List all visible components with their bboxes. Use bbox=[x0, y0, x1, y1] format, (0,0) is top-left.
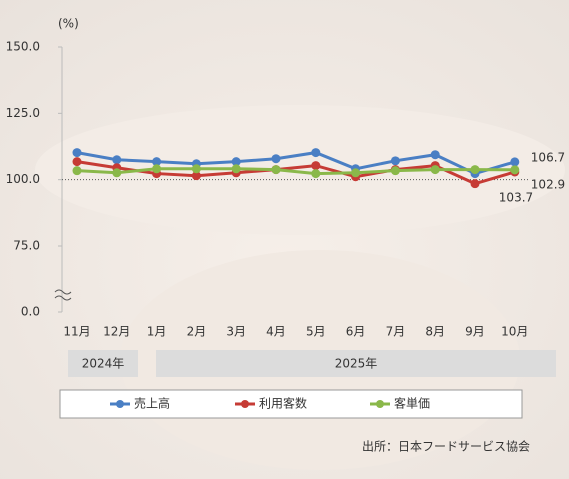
point bbox=[470, 179, 480, 189]
legend-label: 客単価 bbox=[394, 396, 430, 411]
point bbox=[351, 168, 361, 178]
source: 出所：日本フードサービス協会 bbox=[362, 439, 530, 454]
background-plate bbox=[35, 105, 565, 235]
x-tick-label: 4月 bbox=[266, 325, 286, 339]
point bbox=[112, 168, 122, 178]
legend bbox=[59, 389, 523, 419]
point bbox=[72, 157, 82, 167]
x-tick-label: 9月 bbox=[465, 325, 485, 339]
x-tick-label: 2月 bbox=[187, 325, 207, 339]
point bbox=[510, 165, 520, 175]
y-tick-label: 150.0 bbox=[6, 40, 40, 54]
point bbox=[271, 154, 281, 164]
year-band bbox=[68, 350, 138, 377]
x-tick-label: 3月 bbox=[226, 325, 246, 339]
point bbox=[152, 157, 162, 167]
point bbox=[72, 148, 82, 158]
legend-marker bbox=[241, 400, 249, 408]
point bbox=[271, 165, 281, 175]
x-tick-label: 6月 bbox=[346, 325, 366, 339]
y-unit: (%) bbox=[58, 17, 79, 31]
year-label: 2025年 bbox=[335, 357, 378, 371]
legend-label: 利用客数 bbox=[259, 396, 307, 411]
y-tick-label: 0.0 bbox=[21, 305, 40, 319]
point bbox=[430, 165, 440, 175]
point bbox=[231, 157, 241, 167]
x-tick-label: 1月 bbox=[147, 325, 167, 339]
legend-marker bbox=[116, 400, 124, 408]
legend-marker bbox=[376, 400, 384, 408]
point bbox=[470, 165, 480, 175]
x-tick-label: 8月 bbox=[425, 325, 445, 339]
point bbox=[231, 164, 241, 174]
year-label: 2024年 bbox=[82, 357, 125, 371]
point bbox=[72, 166, 82, 176]
point bbox=[510, 157, 520, 167]
value-label: 102.9 bbox=[531, 177, 565, 191]
point bbox=[390, 166, 400, 176]
x-tick-label: 10月 bbox=[501, 325, 528, 339]
point bbox=[191, 171, 201, 181]
series-line bbox=[76, 167, 515, 176]
point bbox=[112, 155, 122, 165]
value-label: 106.7 bbox=[531, 150, 565, 164]
point bbox=[311, 148, 321, 158]
x-tick-label: 12月 bbox=[103, 325, 130, 339]
axis-break bbox=[54, 289, 72, 301]
x-tick-label: 5月 bbox=[306, 325, 326, 339]
series-line bbox=[76, 151, 516, 176]
legend-label: 売上高 bbox=[134, 396, 170, 411]
year-band bbox=[156, 350, 556, 377]
point bbox=[191, 164, 201, 174]
y-tick-label: 125.0 bbox=[6, 106, 40, 120]
x-tick-label: 11月 bbox=[63, 325, 90, 339]
x-tick-label: 7月 bbox=[386, 325, 406, 339]
point bbox=[311, 169, 321, 179]
value-label: 103.7 bbox=[499, 190, 533, 204]
point bbox=[152, 164, 162, 174]
y-tick-label: 75.0 bbox=[13, 239, 40, 253]
point bbox=[311, 161, 321, 171]
y-tick-label: 100.0 bbox=[6, 172, 40, 186]
point bbox=[390, 156, 400, 166]
point bbox=[430, 150, 440, 160]
